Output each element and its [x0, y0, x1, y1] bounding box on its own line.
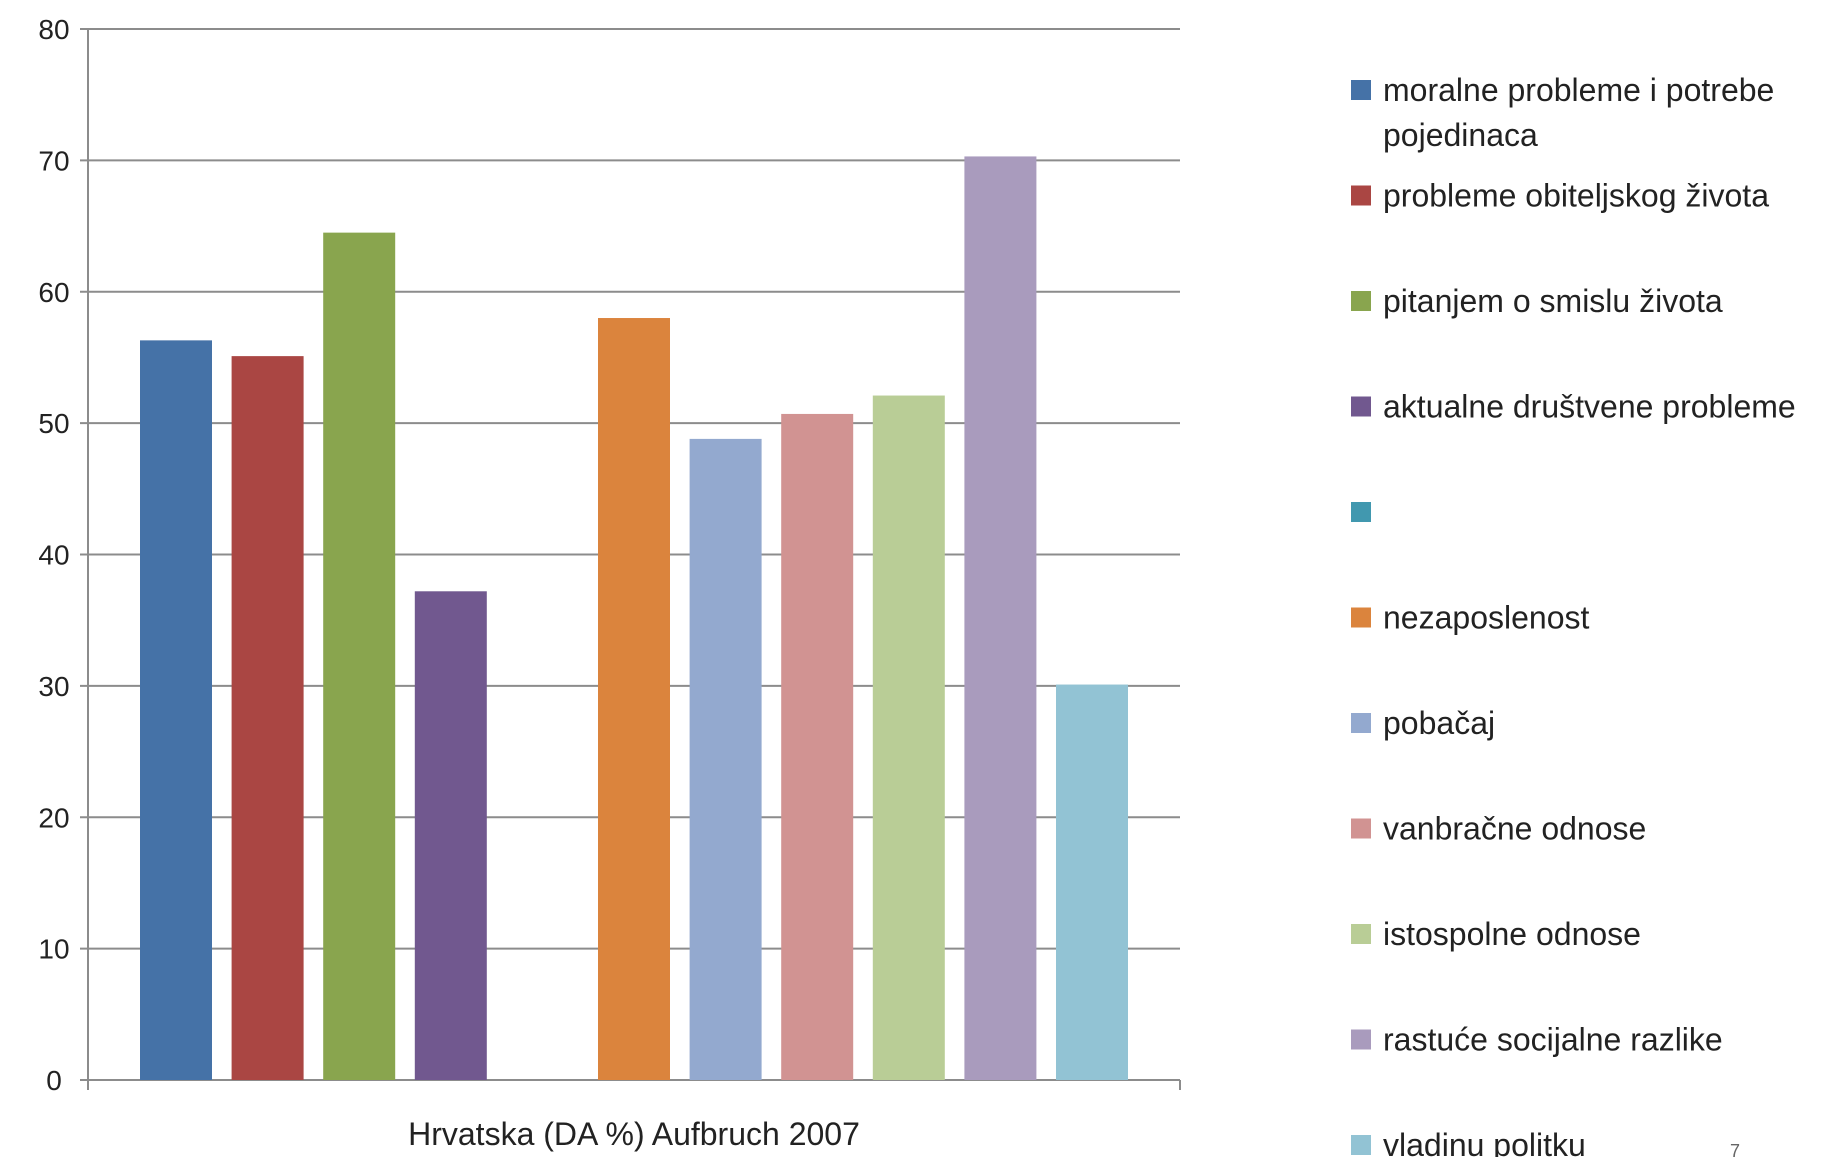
legend-label: rastuće socijalne razlike — [1383, 1022, 1723, 1058]
bar-probleme-obiteljskog-života — [231, 356, 304, 1080]
legend-swatch — [1351, 818, 1371, 839]
legend-label: moralne probleme i potrebe pojedinaca — [1383, 72, 1774, 153]
x-category-label: Hrvatska (DA %) Aufbruch 2007 — [408, 1116, 860, 1152]
legend-label: probleme obiteljskog života — [1383, 178, 1769, 214]
bar-istospolne-odnose — [872, 395, 945, 1080]
legend-label: pobačaj — [1383, 705, 1495, 741]
bar-nezaposlenost — [598, 318, 670, 1080]
legend-swatch — [1351, 1029, 1371, 1050]
y-tick-label: 0 — [46, 1065, 62, 1096]
page-number: 7 — [1730, 1141, 1740, 1157]
legend-label: pitanjem o smislu života — [1383, 283, 1723, 319]
bar-vanbračne-odnose — [781, 413, 854, 1081]
legend-label: nezaposlenost — [1383, 600, 1589, 636]
legend-swatch — [1351, 502, 1371, 522]
bar-vladinu-politku — [1056, 684, 1128, 1080]
y-tick-label: 10 — [38, 934, 69, 965]
legend-label: aktualne društvene probleme — [1383, 389, 1796, 425]
bar-rastuće-socijalne-razlike — [964, 156, 1037, 1081]
y-tick-label: 40 — [38, 540, 69, 571]
bar-pitanjem-o-smislu-života — [323, 232, 396, 1081]
bar-moralne-probleme-i-potrebe-pojedinaca — [140, 340, 212, 1080]
legend-swatch — [1351, 185, 1371, 206]
y-tick-label: 70 — [38, 145, 69, 176]
legend-label: vanbračne odnose — [1383, 811, 1646, 847]
legend-swatch — [1351, 396, 1371, 417]
y-tick-label: 80 — [38, 14, 69, 45]
legend-label: vladinu politku — [1383, 1127, 1586, 1157]
x-axis-category-labels: Hrvatska (DA %) Aufbruch 2007 — [408, 1116, 860, 1152]
bar-pobačaj — [689, 438, 762, 1080]
y-tick-label: 50 — [38, 408, 69, 439]
bars — [140, 156, 1128, 1081]
legend-swatch — [1351, 80, 1371, 100]
bar-aktualne-društvene-probleme — [414, 591, 487, 1080]
legend-label: istospolne odnose — [1383, 916, 1641, 952]
y-tick-label: 60 — [38, 277, 69, 308]
y-tick-label: 20 — [38, 802, 69, 833]
y-axis-tick-labels: 0 10 20 30 40 50 60 70 80 — [38, 14, 69, 1096]
legend-swatch — [1351, 607, 1371, 628]
legend-swatch — [1351, 713, 1371, 733]
legend-swatch — [1351, 924, 1371, 944]
legend: moralne probleme i potrebe pojedinaca prob… — [1351, 72, 1796, 1157]
legend-swatch — [1351, 1135, 1371, 1155]
legend-swatch — [1351, 291, 1371, 311]
y-tick-label: 30 — [38, 671, 69, 702]
